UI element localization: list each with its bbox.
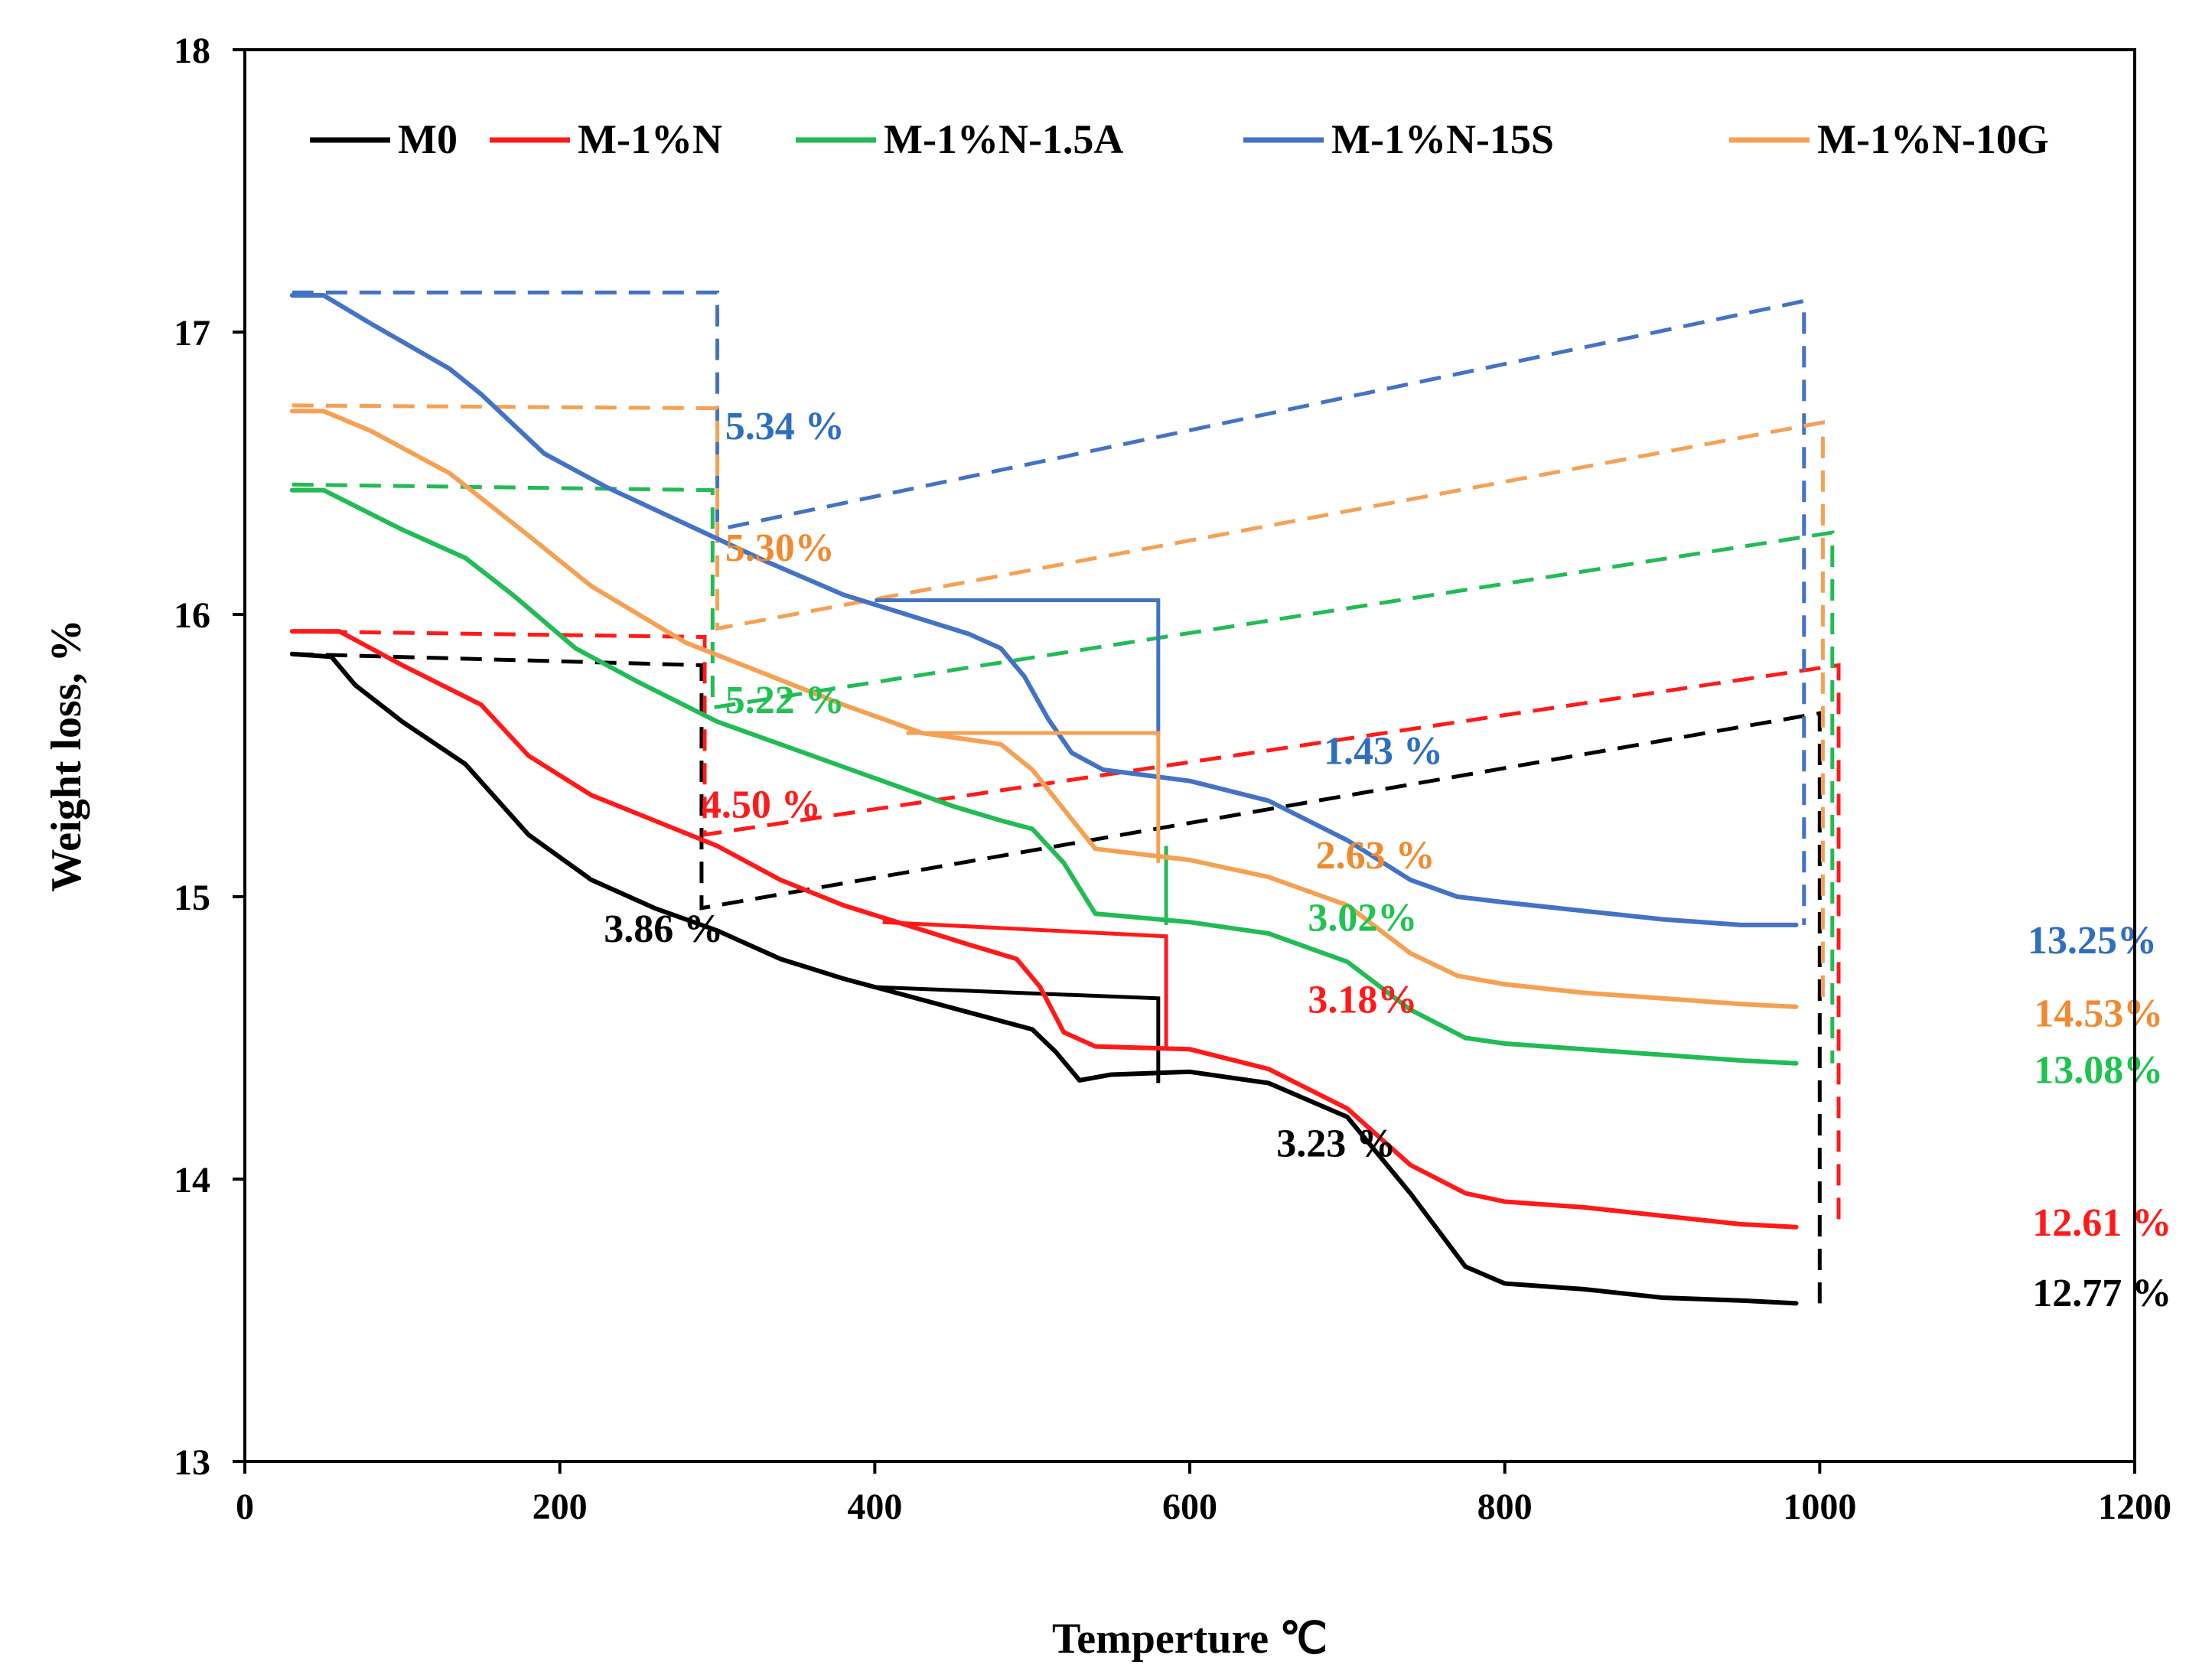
annotation-label: 3.23 % bbox=[1276, 1122, 1396, 1165]
annotation-label: 2.63 % bbox=[1316, 834, 1435, 878]
annotation-label: 13.08% bbox=[2034, 1049, 2163, 1093]
series-4-dashed-guide bbox=[292, 403, 1825, 1007]
annotation-label: 4.50 % bbox=[702, 784, 821, 827]
annotation-label: 3.86 % bbox=[604, 907, 723, 951]
series-2-dashed-guide bbox=[292, 482, 1835, 1064]
x-tick-label: 1000 bbox=[1783, 1487, 1856, 1527]
legend-label-1: M-1%N bbox=[578, 116, 722, 162]
series-3-plateau-line bbox=[875, 598, 1161, 736]
axis-ticks: 0 200 400 600 800 1000 1200 13 14 15 16 17 18 bbox=[174, 31, 2171, 1527]
x-tick-label: 400 bbox=[847, 1487, 902, 1527]
series-4-line bbox=[289, 409, 1799, 1009]
series-2-line bbox=[289, 487, 1799, 1066]
series-lines bbox=[289, 293, 1799, 1306]
legend-label-0: M0 bbox=[398, 116, 458, 162]
series-3-dashed-guide bbox=[292, 290, 1806, 925]
x-tick-label: 200 bbox=[533, 1487, 588, 1527]
legend-label-4: M-1%N-10G bbox=[1817, 116, 2049, 162]
series-0-plateau-line bbox=[875, 985, 1161, 1083]
series-0-dashed-guide bbox=[292, 652, 1822, 1304]
series-1-dashed-guide bbox=[292, 629, 1841, 1227]
series-4-plateau-line bbox=[906, 731, 1161, 863]
y-axis-title: Weight loss, % bbox=[43, 619, 90, 891]
series-1-line bbox=[289, 629, 1799, 1230]
y-tick-label: 16 bbox=[174, 595, 210, 636]
annotation-label: 5.30% bbox=[725, 526, 835, 570]
annotation-label: 12.61 % bbox=[2032, 1201, 2171, 1245]
y-tick-label: 13 bbox=[174, 1442, 210, 1483]
series-3-line bbox=[289, 293, 1799, 927]
x-tick-label: 0 bbox=[236, 1487, 254, 1527]
annotation-label: 3.02% bbox=[1308, 896, 1417, 940]
y-tick-label: 15 bbox=[174, 878, 210, 918]
series-1-plateau-line bbox=[882, 920, 1168, 1047]
annotation-label: 5.22 % bbox=[725, 679, 845, 722]
annotation-label: 3.18% bbox=[1308, 978, 1417, 1021]
legend-label-2: M-1%N-1.5A bbox=[884, 116, 1123, 162]
dashed-guides bbox=[292, 290, 1841, 1304]
annotation-label: 5.34 % bbox=[725, 405, 845, 448]
y-tick-label: 17 bbox=[174, 313, 210, 353]
annotation-label: 12.77 % bbox=[2032, 1272, 2171, 1315]
series-0-line bbox=[289, 651, 1799, 1306]
x-tick-label: 1200 bbox=[2098, 1487, 2171, 1527]
annotation-label: 1.43 % bbox=[1324, 730, 1443, 774]
annotations: 5.34 % 5.30% 5.22 % 4.50 % 3.86 % 1.43 % 2.63 … bbox=[604, 405, 2171, 1315]
x-tick-label: 600 bbox=[1162, 1487, 1217, 1527]
annotation-label: 14.53% bbox=[2034, 992, 2163, 1036]
legend: M0 M-1%N M-1%N-1.5A M-1%N-15S M-1%N-10G bbox=[310, 116, 2049, 162]
x-axis-title: Temperture ℃ bbox=[1052, 1615, 1328, 1663]
annotation-label: 13.25% bbox=[2028, 919, 2157, 963]
plot-frame bbox=[243, 48, 2136, 1463]
y-tick-label: 18 bbox=[174, 31, 210, 71]
x-tick-label: 800 bbox=[1477, 1487, 1533, 1527]
legend-label-3: M-1%N-15S bbox=[1331, 116, 1554, 162]
y-tick-label: 14 bbox=[174, 1160, 210, 1201]
